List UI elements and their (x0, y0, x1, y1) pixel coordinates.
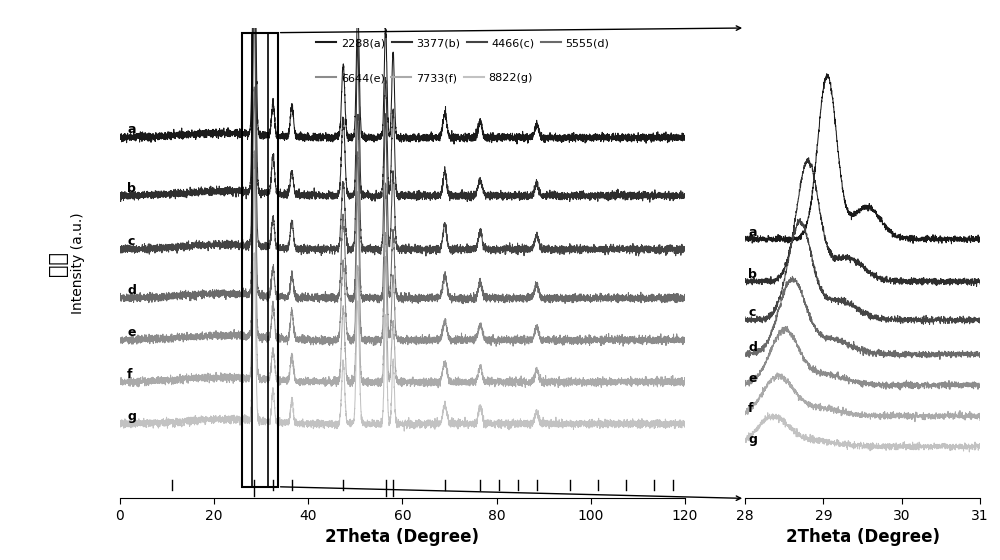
Text: b: b (748, 268, 757, 281)
Text: f: f (127, 368, 133, 381)
Text: c: c (127, 235, 134, 248)
Text: e: e (748, 371, 757, 385)
Text: g: g (748, 433, 757, 446)
X-axis label: 2Theta (Degree): 2Theta (Degree) (325, 529, 479, 547)
Text: g: g (127, 410, 136, 423)
Bar (242, 32, 278, 487)
Text: c: c (748, 306, 756, 319)
Text: a: a (748, 226, 757, 239)
Legend: 6644(e), 7733(f), 8822(g): 6644(e), 7733(f), 8822(g) (312, 69, 537, 88)
Text: Intensity (a.u.): Intensity (a.u.) (71, 212, 85, 314)
Text: f: f (748, 402, 754, 416)
Text: d: d (127, 284, 136, 297)
Text: e: e (127, 326, 136, 339)
X-axis label: 2Theta (Degree): 2Theta (Degree) (786, 529, 940, 547)
Text: 强度: 强度 (48, 251, 68, 276)
Text: a: a (127, 123, 136, 136)
Text: d: d (748, 341, 757, 354)
Text: b: b (127, 181, 136, 194)
